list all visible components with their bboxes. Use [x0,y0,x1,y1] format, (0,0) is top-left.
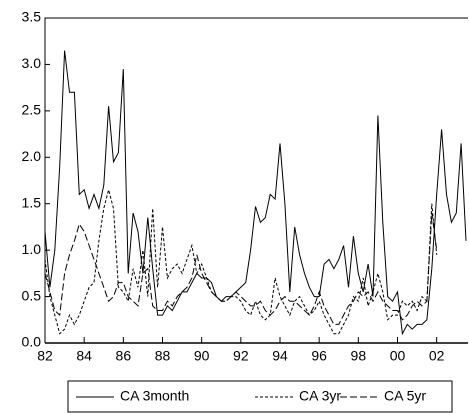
y-tick-label: 0.0 [22,334,42,350]
legend-label: CA 3yr [299,388,341,404]
x-tick-label: 84 [76,348,92,364]
series-line [44,212,438,325]
y-tick-label: 2.5 [22,102,42,118]
y-tick-label: 1.5 [22,194,42,210]
x-tick-label: 02 [429,348,445,364]
y-tick-label: 2.0 [22,148,42,164]
y-tick-label: 3.5 [22,9,42,25]
series-line [44,50,467,336]
plot-frame [44,17,468,343]
y-tick-label: 3.0 [22,55,42,71]
x-tick-label: 92 [233,348,249,364]
series-line [44,187,438,335]
legend-box [67,380,453,413]
x-tick-label: 86 [116,348,132,364]
x-tick-label: 88 [155,348,171,364]
x-tick-label: 82 [37,348,53,364]
x-tick-label: 00 [390,348,406,364]
legend-label: CA 3month [120,388,189,404]
x-tick-label: 98 [351,348,367,364]
y-tick-label: 0.5 [22,287,42,303]
x-tick-label: 94 [272,348,288,364]
y-tick-label: 1.0 [22,241,42,257]
x-tick-label: 96 [311,348,327,364]
x-tick-label: 90 [194,348,210,364]
legend-label: CA 5yr [384,388,426,404]
